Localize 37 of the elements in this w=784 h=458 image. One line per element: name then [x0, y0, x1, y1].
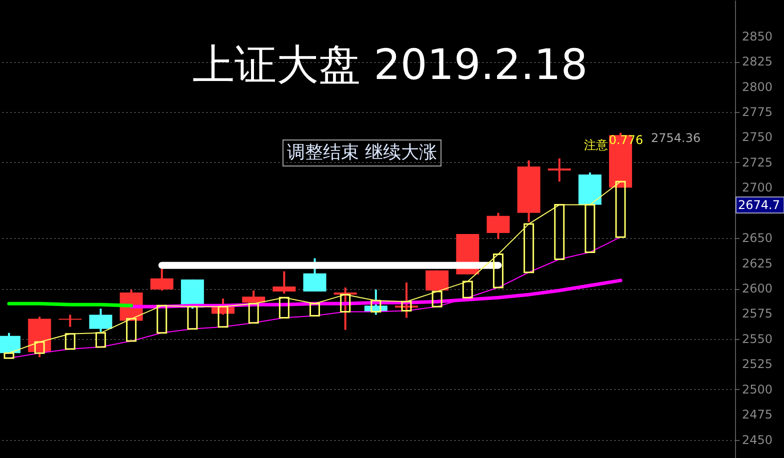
y-tick-label: 2725 — [742, 155, 773, 170]
y-tick-label: 2775 — [742, 104, 773, 119]
candlestick — [272, 270, 296, 295]
bar — [156, 304, 168, 334]
candlestick — [150, 267, 174, 292]
bar — [95, 332, 106, 348]
y-tick-label: 2500 — [742, 382, 773, 396]
bar — [64, 333, 76, 350]
bar — [524, 223, 534, 274]
text: 2754.36 — [651, 131, 701, 145]
candlestick — [58, 314, 82, 328]
bar — [462, 280, 473, 298]
bar — [310, 302, 320, 317]
bar — [492, 253, 504, 288]
text: 2674.7 — [738, 198, 780, 212]
bar — [432, 290, 442, 308]
candlestick — [486, 212, 510, 240]
annotation: 注意 — [584, 138, 608, 152]
candlestick — [548, 157, 571, 183]
y-tick-label: 2625 — [742, 256, 773, 270]
bar — [554, 204, 565, 260]
text: 调整结束 继续大涨 — [287, 142, 437, 163]
y-tick-label: 2450 — [742, 432, 773, 447]
y-tick-label: 2700 — [742, 180, 773, 195]
text: 上证大盘 2019.2.18 — [192, 40, 588, 89]
y-tick-label: 2600 — [742, 282, 773, 296]
y-tick-label: 2825 — [742, 54, 773, 69]
y-tick-label: 2750 — [742, 130, 773, 144]
y-tick-label: 2475 — [742, 408, 773, 422]
bar — [187, 306, 198, 330]
bar — [278, 296, 290, 319]
y-tick-label: 2525 — [742, 357, 773, 372]
y-tick-label: 2575 — [742, 306, 773, 321]
y-tick-label: 2550 — [742, 332, 773, 346]
y-tick-label: 2850 — [742, 29, 773, 44]
y-tick-label: 2800 — [742, 80, 773, 94]
y-tick-label: 2650 — [742, 231, 773, 246]
